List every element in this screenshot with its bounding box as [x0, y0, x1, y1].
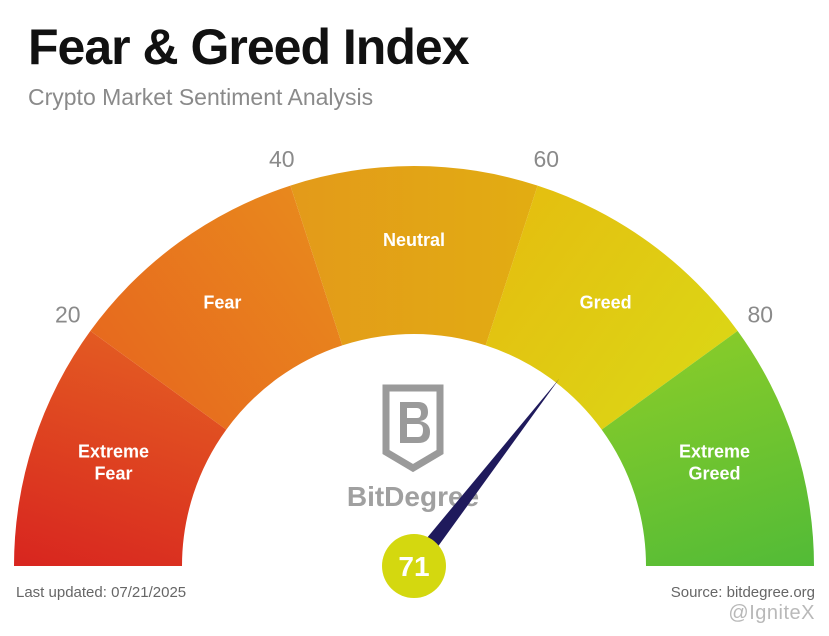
gauge-needle: [407, 378, 560, 571]
segment-extreme-fear: [14, 330, 227, 566]
segment-fear: [90, 185, 343, 430]
segment-neutral: [290, 166, 538, 346]
value-badge: [382, 534, 446, 598]
tick-label-20: 20: [55, 301, 81, 327]
bitdegree-b-glyph: [400, 402, 430, 443]
segment-greed: [485, 185, 738, 430]
segment-extreme-greed: [601, 330, 814, 566]
bitdegree-shield-icon: [382, 384, 444, 473]
chart-subtitle: Crypto Market Sentiment Analysis: [28, 84, 374, 110]
segment-label-extreme-greed: Extreme Greed: [679, 441, 750, 483]
tick-label-60: 60: [533, 146, 559, 172]
source-text: Source: bitdegree.org: [670, 584, 815, 601]
last-updated-text: Last updated: 07/21/2025: [16, 584, 187, 601]
segment-label-extreme-fear: Extreme Fear: [78, 441, 149, 483]
segment-label-greed: Greed: [580, 292, 632, 312]
watermark-text: @IgniteX: [728, 602, 815, 624]
tick-label-40: 40: [269, 146, 295, 172]
chart-title: Fear & Greed Index: [28, 19, 469, 75]
value-label: 71: [398, 551, 429, 582]
segment-label-neutral: Neutral: [383, 230, 445, 250]
segment-label-fear: Fear: [203, 292, 241, 312]
bitdegree-logo: BitDegree: [347, 384, 479, 512]
tick-label-80: 80: [747, 301, 773, 327]
